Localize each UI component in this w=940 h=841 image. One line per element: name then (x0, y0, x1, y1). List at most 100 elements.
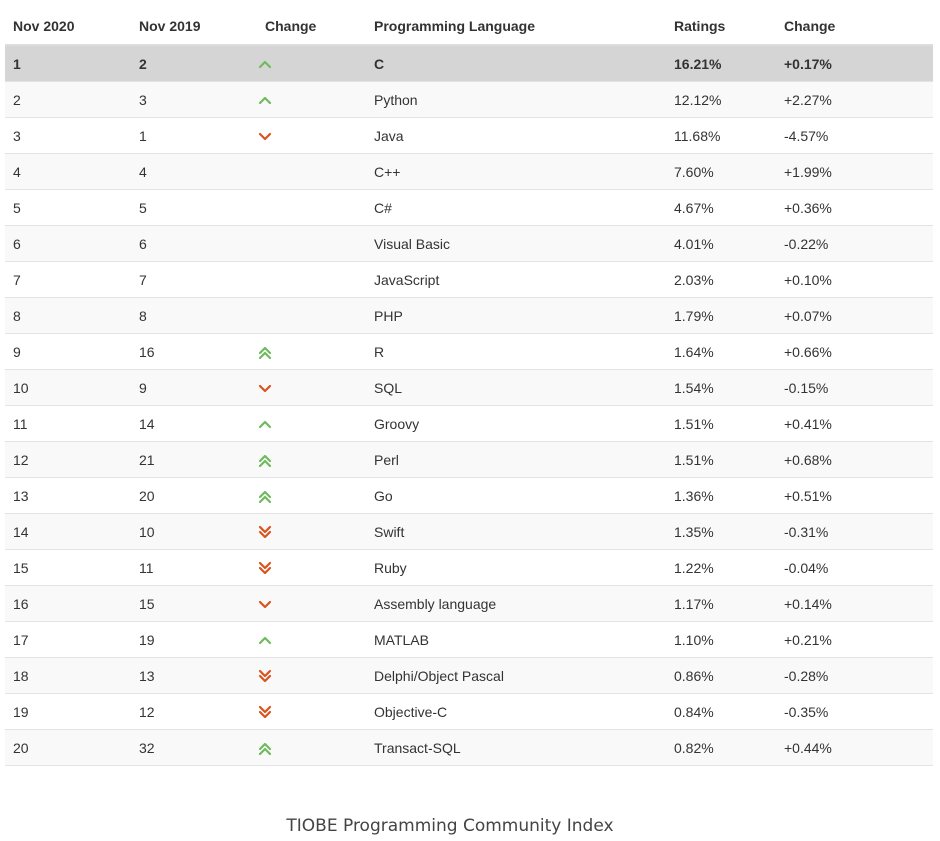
cell-rating: 0.84% (666, 693, 776, 730)
cell-current-rank: 12 (5, 441, 131, 478)
cell-language: R (366, 333, 666, 370)
cell-current-rank: 3 (5, 117, 131, 154)
cell-change (257, 441, 366, 478)
cell-current-rank: 17 (5, 621, 131, 658)
cell-change (257, 549, 366, 586)
cell-current-rank: 7 (5, 261, 131, 298)
cell-current-rank: 11 (5, 405, 131, 442)
cell-previous-rank: 10 (131, 513, 257, 550)
cell-language: SQL (366, 369, 666, 406)
cell-language: Go (366, 477, 666, 514)
cell-current-rank: 1 (5, 44, 131, 82)
chevron-down-icon (258, 132, 272, 140)
chevron-down-icon (258, 600, 272, 608)
table-row: 18 13 Delphi/Object Pascal 0.86% -0.28% (5, 657, 933, 694)
chevron-up-icon (258, 96, 272, 104)
cell-language: PHP (366, 297, 666, 334)
cell-change (257, 477, 366, 514)
header-delta: Change (784, 18, 836, 34)
cell-previous-rank: 19 (131, 621, 257, 658)
cell-language: C (366, 44, 666, 82)
table-row: 11 14 Groovy 1.51% +0.41% (5, 405, 933, 442)
cell-current-rank: 10 (5, 369, 131, 406)
cell-previous-rank: 4 (131, 153, 257, 190)
table-row: 9 16 R 1.64% +0.66% (5, 333, 933, 370)
cell-language: MATLAB (366, 621, 666, 658)
double-chevron-up-icon (258, 742, 272, 755)
cell-current-rank: 15 (5, 549, 131, 586)
cell-previous-rank: 1 (131, 117, 257, 154)
cell-delta: -0.28% (776, 657, 933, 694)
cell-current-rank: 8 (5, 297, 131, 334)
cell-rating: 2.03% (666, 261, 776, 298)
cell-previous-rank: 15 (131, 585, 257, 622)
cell-previous-rank: 5 (131, 189, 257, 226)
table-row: 4 4 C++ 7.60% +1.99% (5, 153, 933, 190)
cell-previous-rank: 6 (131, 225, 257, 262)
cell-language: Perl (366, 441, 666, 478)
table-row: 8 8 PHP 1.79% +0.07% (5, 297, 933, 334)
cell-current-rank: 19 (5, 693, 131, 730)
cell-previous-rank: 2 (131, 44, 257, 82)
table-header: Nov 2020 Nov 2019 Change Programming Lan… (5, 8, 933, 45)
cell-rating: 0.86% (666, 657, 776, 694)
table-row: 16 15 Assembly language 1.17% +0.14% (5, 585, 933, 622)
cell-delta: +0.21% (776, 621, 933, 658)
cell-current-rank: 14 (5, 513, 131, 550)
cell-rating: 1.22% (666, 549, 776, 586)
double-chevron-down-icon (258, 525, 272, 538)
cell-rating: 1.79% (666, 297, 776, 334)
cell-rating: 11.68% (666, 117, 776, 154)
table-row: 15 11 Ruby 1.22% -0.04% (5, 549, 933, 586)
cell-rating: 1.51% (666, 441, 776, 478)
cell-rating: 1.17% (666, 585, 776, 622)
table-row: 6 6 Visual Basic 4.01% -0.22% (5, 225, 933, 262)
cell-previous-rank: 11 (131, 549, 257, 586)
cell-delta: +2.27% (776, 81, 933, 118)
cell-rating: 1.10% (666, 621, 776, 658)
cell-delta: +0.51% (776, 477, 933, 514)
header-change: Change (265, 18, 317, 34)
chevron-up-icon (258, 60, 272, 68)
cell-change (257, 189, 366, 226)
cell-rating: 4.67% (666, 189, 776, 226)
table-row: 19 12 Objective-C 0.84% -0.35% (5, 693, 933, 730)
table-row: 12 21 Perl 1.51% +0.68% (5, 441, 933, 478)
table-row: 2 3 Python 12.12% +2.27% (5, 81, 933, 118)
table-body: 1 2 C 16.21% +0.17% 2 3 Python 12.12% +2.27% 3 1 Jav… (5, 44, 933, 766)
cell-delta: -0.04% (776, 549, 933, 586)
cell-language: Delphi/Object Pascal (366, 657, 666, 694)
cell-rating: 7.60% (666, 153, 776, 190)
cell-current-rank: 6 (5, 225, 131, 262)
cell-language: Groovy (366, 405, 666, 442)
cell-language: Swift (366, 513, 666, 550)
table-row: 1 2 C 16.21% +0.17% (5, 44, 933, 82)
cell-delta: +0.36% (776, 189, 933, 226)
cell-delta: +0.10% (776, 261, 933, 298)
table-row: 10 9 SQL 1.54% -0.15% (5, 369, 933, 406)
cell-language: C# (366, 189, 666, 226)
cell-current-rank: 20 (5, 729, 131, 766)
cell-current-rank: 18 (5, 657, 131, 694)
cell-delta: +0.14% (776, 585, 933, 622)
cell-current-rank: 16 (5, 585, 131, 622)
cell-change (257, 657, 366, 694)
cell-previous-rank: 12 (131, 693, 257, 730)
table-row: 14 10 Swift 1.35% -0.31% (5, 513, 933, 550)
cell-delta: +1.99% (776, 153, 933, 190)
cell-language: C++ (366, 153, 666, 190)
header-current-month: Nov 2020 (13, 18, 75, 34)
cell-delta: -0.31% (776, 513, 933, 550)
table-row: 5 5 C# 4.67% +0.36% (5, 189, 933, 226)
header-language: Programming Language (374, 18, 536, 34)
cell-delta: +0.17% (776, 44, 933, 82)
cell-delta: -0.35% (776, 693, 933, 730)
cell-language: JavaScript (366, 261, 666, 298)
ranking-table-container: Nov 2020 Nov 2019 Change Programming Lan… (5, 8, 933, 766)
cell-previous-rank: 9 (131, 369, 257, 406)
cell-current-rank: 5 (5, 189, 131, 226)
cell-delta: -0.22% (776, 225, 933, 262)
cell-rating: 1.54% (666, 369, 776, 406)
cell-change (257, 153, 366, 190)
cell-language: Objective-C (366, 693, 666, 730)
